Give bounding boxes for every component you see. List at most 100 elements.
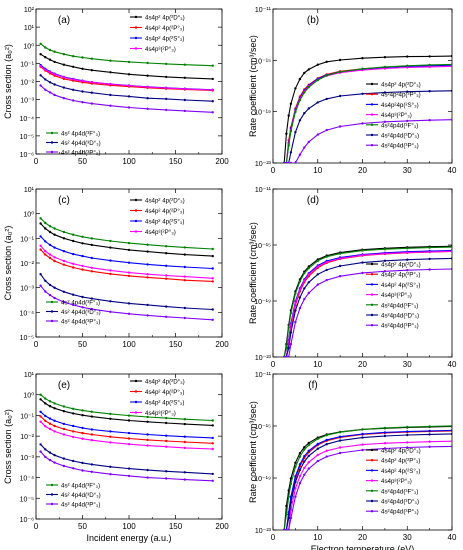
data-point: [165, 62, 168, 66]
y-tick-label: 10⁻¹¹: [255, 372, 272, 379]
data-point: [48, 81, 52, 84]
data-point: [53, 407, 56, 410]
data-point: [294, 461, 297, 464]
legend-marker: [50, 310, 54, 313]
data-point: [81, 414, 84, 417]
data-point: [307, 68, 310, 71]
data-point: [298, 153, 302, 156]
data-point: [303, 112, 306, 115]
data-point: [287, 161, 290, 163]
legend-marker: [50, 141, 54, 144]
data-point: [146, 243, 149, 246]
data-point: [39, 443, 42, 446]
y-tick-label: 10⁻²: [20, 261, 34, 268]
data-point: [325, 278, 328, 282]
x-tick-label: 30: [403, 533, 412, 542]
data-point: [165, 252, 168, 255]
data-point: [90, 91, 94, 94]
data-point: [428, 65, 431, 69]
series-line: [284, 63, 452, 163]
series-line: [284, 250, 452, 357]
legend-entry: 4s²4p4d(³P°₃): [381, 509, 419, 516]
legend-entry: 4s² 4p4d(³F°₃): [61, 131, 100, 138]
data-point: [294, 465, 297, 469]
data-point: [81, 79, 84, 83]
data-point: [39, 450, 42, 453]
data-point: [211, 472, 214, 476]
data-point: [383, 270, 387, 273]
data-point: [316, 259, 319, 262]
data-point: [287, 355, 290, 357]
data-point: [383, 252, 387, 255]
y-tick-label: 10⁻⁵: [20, 134, 34, 141]
x-tick-label: 150: [169, 157, 183, 166]
data-point: [44, 414, 47, 418]
data-point: [127, 414, 131, 417]
series-line: [284, 433, 452, 530]
data-point: [53, 246, 56, 249]
data-point: [406, 119, 409, 123]
legend-marker: [370, 479, 374, 482]
data-point: [127, 437, 131, 440]
data-point: [298, 288, 302, 291]
legend-entry: 4s4p² 4p(²D°₃): [381, 448, 421, 455]
legend-marker: [370, 499, 374, 503]
data-point: [450, 245, 452, 249]
data-point: [303, 297, 306, 301]
y-tick-label: 10⁻²³: [255, 355, 272, 362]
legend-marker: [370, 273, 374, 276]
data-point: [450, 250, 452, 253]
data-point: [39, 398, 42, 401]
data-point: [183, 265, 186, 269]
data-point: [285, 355, 288, 357]
data-point: [211, 318, 214, 321]
data-point: [325, 74, 328, 77]
legend-entry: 4s4p² 4p(²P°₃): [381, 458, 420, 465]
x-tick-label: 200: [215, 157, 229, 166]
y-tick-label: 10⁻¹: [20, 61, 34, 68]
legend-marker: [370, 469, 374, 472]
legend: 4s4p² 4p(²D°₃) 4s4p² 4p(²P°₃) 4s4p² 4p(²S°…: [366, 262, 421, 330]
data-point: [211, 64, 214, 67]
data-point: [338, 125, 342, 128]
data-point: [81, 295, 84, 299]
data-point: [90, 243, 94, 247]
x-tick-label: 0: [34, 522, 39, 531]
data-point: [298, 455, 302, 458]
data-point: [62, 422, 66, 426]
data-point: [81, 469, 84, 472]
data-point: [90, 270, 94, 273]
y-tick-label: 10⁻¹⁵: [254, 243, 271, 250]
x-tick-label: 30: [403, 166, 412, 175]
data-point: [53, 419, 56, 422]
y-axis-label: Rate coefficient (cm³/sec): [248, 35, 258, 137]
data-point: [62, 263, 66, 266]
data-point: [303, 448, 306, 451]
data-point: [109, 310, 112, 313]
legend-marker: [370, 324, 374, 327]
data-point: [39, 42, 42, 45]
data-point: [109, 412, 112, 416]
data-point: [183, 478, 186, 481]
plot-frame: [272, 373, 453, 531]
data-point: [48, 283, 52, 287]
data-point: [325, 449, 328, 452]
series-line: [40, 43, 213, 67]
data-point: [211, 247, 214, 251]
data-point: [109, 300, 112, 303]
data-point: [53, 227, 56, 230]
y-tick-label: 10⁻¹: [20, 236, 34, 243]
data-point: [298, 463, 302, 466]
series-line: [283, 245, 452, 357]
data-point: [287, 326, 290, 329]
data-point: [289, 477, 293, 480]
legend-marker: [134, 209, 138, 212]
data-point: [44, 250, 47, 253]
data-point: [165, 245, 168, 248]
series-line: [284, 257, 452, 357]
data-point: [72, 407, 75, 410]
data-point: [127, 312, 131, 315]
data-point: [428, 55, 431, 58]
data-point: [44, 68, 47, 71]
legend-entry: 4s² 4p4d(³F°₃): [61, 483, 100, 490]
